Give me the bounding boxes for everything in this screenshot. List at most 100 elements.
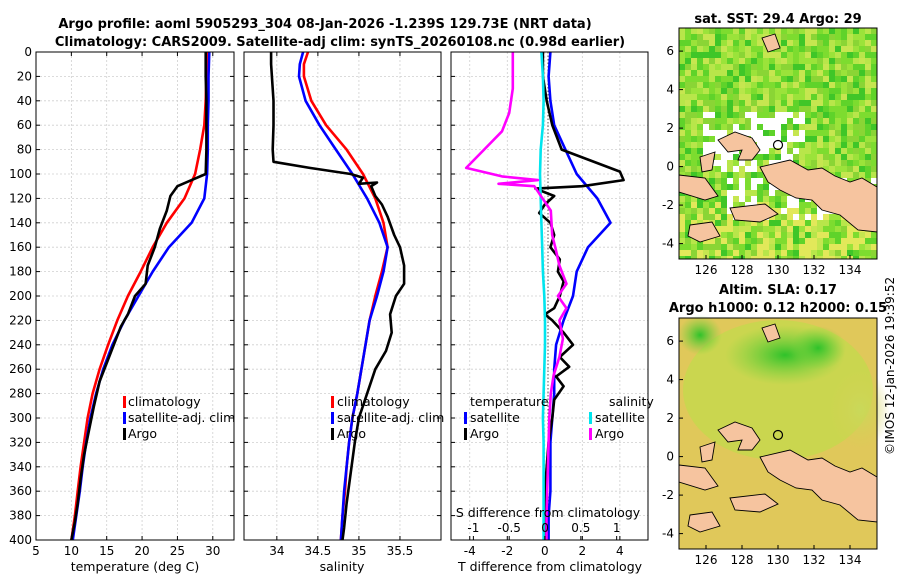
sst-cell [769,226,775,232]
series-line-s-satellite [538,51,547,540]
sst-cell [817,82,823,88]
sst-cell [739,100,745,106]
sst-cell [679,82,685,88]
sst-cell [757,166,763,172]
sst-cell [727,118,733,124]
sst-cell [811,238,817,244]
sst-cell [757,196,763,202]
s-diff-tick-label: 0 [541,521,549,535]
sst-cell [685,166,691,172]
x-tick-label: 35 [351,544,366,558]
sst-cell [727,94,733,100]
sst-cell [709,136,715,142]
sst-cell [697,142,703,148]
series-line-t-argo [534,52,625,540]
sst-cell [691,172,697,178]
latitude-tick-label: 6 [666,334,674,348]
sst-cell [703,214,709,220]
sst-cell [799,238,805,244]
depth-tick-label: 320 [9,435,32,449]
sst-cell [727,250,733,256]
t-diff-tick-label: 4 [616,544,624,558]
sst-cell [841,76,847,82]
sst-cell [805,88,811,94]
sst-cell [787,100,793,106]
sst-cell [709,244,715,250]
sst-cell [703,28,709,34]
sst-cell [775,58,781,64]
sst-cell [829,244,835,250]
sst-cell [859,124,865,130]
sst-cell [853,130,859,136]
sst-cell [859,244,865,250]
sst-cell [787,226,793,232]
sst-cell [823,112,829,118]
s-diff-tick-label: -1 [467,521,479,535]
sst-cell [823,76,829,82]
difference-tick-labels: -4 -2 0 2 4 -1 -0.5 0 0.5 1 [451,51,624,558]
sst-cell [703,46,709,52]
sst-cell [865,118,871,124]
sst-cell [811,232,817,238]
sst-cell [823,214,829,220]
sst-cell [733,244,739,250]
sst-cell [811,64,817,70]
sst-cell [685,172,691,178]
sst-cell [769,112,775,118]
sst-cell [763,226,769,232]
sst-cell [835,64,841,70]
sst-cell [847,58,853,64]
sst-cell [757,28,763,34]
sst-cell [703,88,709,94]
sst-cell [805,58,811,64]
sst-cell [835,28,841,34]
sst-cell [775,238,781,244]
sst-cell [775,202,781,208]
sst-cell [865,34,871,40]
sst-cell [835,256,841,259]
sst-cell [685,118,691,124]
latitude-tick-label: -2 [662,488,674,502]
sst-cell [691,202,697,208]
sst-cell [745,196,751,202]
sst-cell [865,250,871,256]
s-diff-tick-label: -0.5 [497,521,520,535]
sst-cell [763,106,769,112]
sst-cell [733,202,739,208]
sst-cell [697,88,703,94]
sst-cell [781,106,787,112]
sst-cell [841,226,847,232]
sst-cell [823,52,829,58]
sst-cell [679,112,685,118]
sst-cell [775,100,781,106]
land-island-west [699,441,716,463]
sst-cell [847,124,853,130]
difference-lines [464,51,625,540]
sst-cell [733,106,739,112]
sst-cell [811,220,817,226]
legend-label-t-argo: Argo [470,426,499,441]
sla-field-mid [830,370,890,450]
depth-tick-label: 220 [9,313,32,327]
sst-cell [763,184,769,190]
sst-cell [841,58,847,64]
sst-cell [871,28,877,34]
sst-cell [691,208,697,214]
sst-cell [805,220,811,226]
sst-cell [823,40,829,46]
sst-cell [841,88,847,94]
sst-cell [865,46,871,52]
sst-cell [763,52,769,58]
sst-cell [853,238,859,244]
sst-cell [859,40,865,46]
sst-cell [703,118,709,124]
depth-tick-label: 140 [9,216,32,230]
sst-cell [835,76,841,82]
sst-cell [781,34,787,40]
sst-cell [775,232,781,238]
sst-cell [853,148,859,154]
longitude-tick-label: 126 [695,263,718,277]
sst-cell [781,256,787,259]
sst-cell [757,190,763,196]
